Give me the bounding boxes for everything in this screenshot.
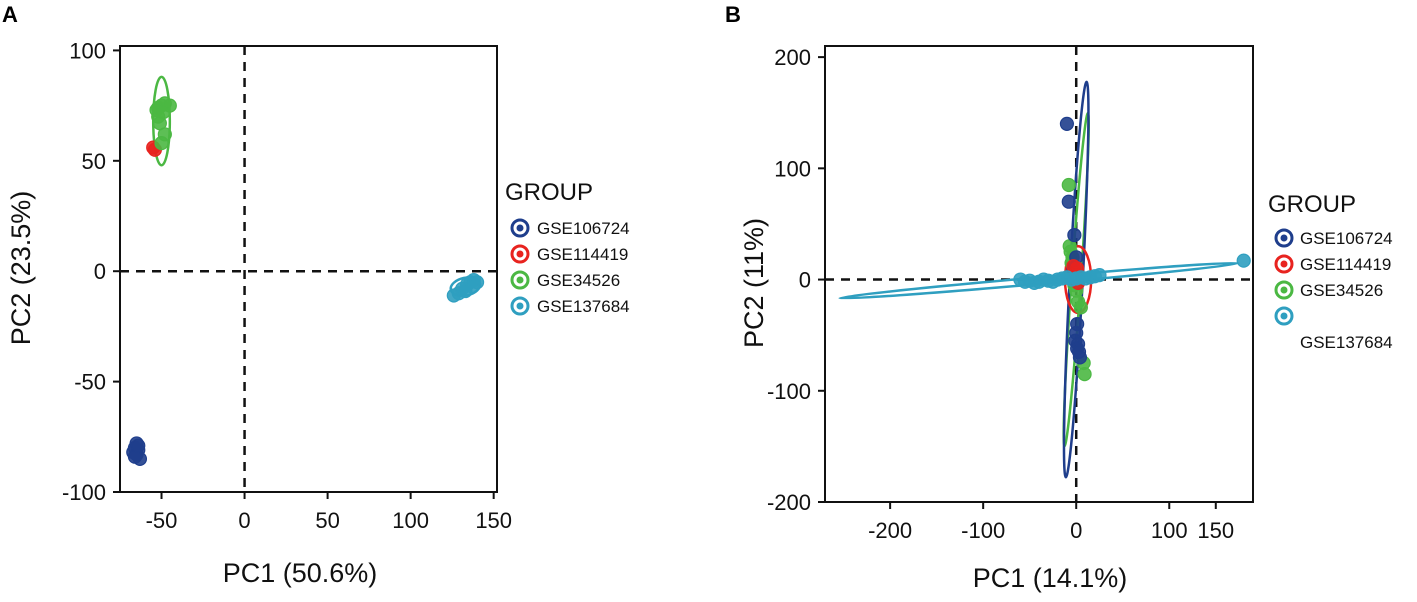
x-tick-label: 150	[1197, 518, 1234, 543]
legend-dot-icon	[1280, 286, 1288, 294]
y-tick-label: 50	[82, 149, 106, 174]
legend-item-gse114419: GSE114419	[1274, 254, 1391, 274]
plot-frame	[824, 45, 1254, 503]
legend-item-gse106724: GSE106724	[510, 218, 630, 238]
y-tick-label: -200	[767, 490, 811, 515]
panel-b-legend: GROUP GSE106724 GSE114419 GSE34526 GSE13…	[1268, 191, 1393, 352]
y-tick-label: 100	[774, 156, 811, 181]
legend-label: GSE106724	[537, 219, 630, 238]
legend-label: GSE34526	[1300, 281, 1383, 300]
x-tick-label: -200	[868, 518, 912, 543]
x-tick-label: 100	[392, 508, 429, 533]
data-point-gse106724	[1061, 194, 1076, 209]
data-point-gse137684	[458, 283, 473, 299]
data-point-gse106724	[131, 438, 146, 453]
data-point-gse34526	[1061, 177, 1076, 193]
legend-label: GSE137684	[537, 297, 630, 316]
legend-label: GSE137684	[1300, 333, 1393, 352]
panel-a-legend-title: GROUP	[505, 179, 593, 206]
y-tick-label: 0	[94, 259, 106, 284]
data-point-gse34526	[1077, 366, 1092, 382]
legend-dot-icon	[516, 302, 524, 310]
data-point-gse106724	[1067, 227, 1082, 243]
y-tick-label: -50	[74, 370, 106, 395]
panel-b-y-axis-title: PC2 (11%)	[739, 218, 769, 348]
y-tick-label: 100	[69, 38, 106, 63]
legend-dot-icon	[516, 276, 524, 284]
panel-a-y-axis-title: PC2 (23.5%)	[6, 191, 36, 346]
legend-item-gse34526: GSE34526	[510, 270, 620, 290]
y-tick-label: 0	[799, 268, 811, 293]
panel-a-x-axis-title: PC1 (50.6%)	[223, 558, 378, 588]
legend-label: GSE34526	[537, 271, 620, 290]
x-tick-label: 150	[475, 508, 512, 533]
legend-dot-icon	[1280, 234, 1288, 242]
y-tick-label: -100	[767, 379, 811, 404]
panel-b-legend-title: GROUP	[1268, 191, 1356, 218]
legend-dot-icon	[1280, 312, 1288, 320]
data-point-gse106724	[1072, 350, 1088, 365]
legend-dot-icon	[516, 224, 524, 232]
data-layer	[120, 46, 497, 492]
legend-item-gse137684: GSE137684	[1274, 306, 1393, 352]
y-tick-label: -100	[62, 480, 106, 505]
legend-dot-icon	[1280, 260, 1288, 268]
panel-b-label: B	[725, 2, 741, 27]
data-point-gse34526	[1073, 300, 1088, 315]
y-tick-label: 200	[774, 45, 811, 70]
legend-dot-icon	[516, 250, 524, 258]
legend-item-gse114419: GSE114419	[510, 244, 628, 264]
data-point-gse34526	[154, 136, 169, 151]
panel-b-x-axis-title: PC1 (14.1%)	[973, 563, 1128, 593]
panel-a-plot-area: -50 0 50 100 150 100 50 0 -50 -100	[62, 38, 512, 533]
data-point-gse137684	[1092, 268, 1107, 283]
panel-a-legend: GROUP GSE106724 GSE114419 GSE34526 GSE13…	[505, 179, 630, 316]
data-point-gse34526	[156, 105, 171, 120]
legend-label: GSE114419	[1300, 255, 1391, 274]
data-point-gse137684	[1236, 253, 1251, 268]
legend-label: GSE114419	[537, 245, 628, 264]
panel-b-plot-area: -200 -100 0 100 150 200 100 0 -100 -200	[767, 45, 1254, 543]
x-tick-label: -50	[146, 508, 178, 533]
x-tick-label: 0	[238, 508, 250, 533]
panel-b-pca-plot: B -200 -100 0 100 150 200 100 0 -100 -200 PC1 (14…	[725, 2, 1393, 593]
data-point-gse106724	[1059, 116, 1075, 131]
legend-item-gse34526: GSE34526	[1274, 280, 1383, 300]
legend-item-gse106724: GSE106724	[1274, 228, 1393, 248]
x-tick-label: 100	[1151, 518, 1188, 543]
panel-a-label: A	[2, 2, 18, 27]
x-tick-label: -100	[961, 518, 1005, 543]
x-tick-label: 50	[315, 508, 339, 533]
x-tick-label: 0	[1070, 518, 1082, 543]
legend-label: GSE106724	[1300, 229, 1393, 248]
legend-item-gse137684: GSE137684	[510, 296, 630, 316]
data-layer	[825, 46, 1253, 502]
plot-frame	[119, 45, 498, 493]
